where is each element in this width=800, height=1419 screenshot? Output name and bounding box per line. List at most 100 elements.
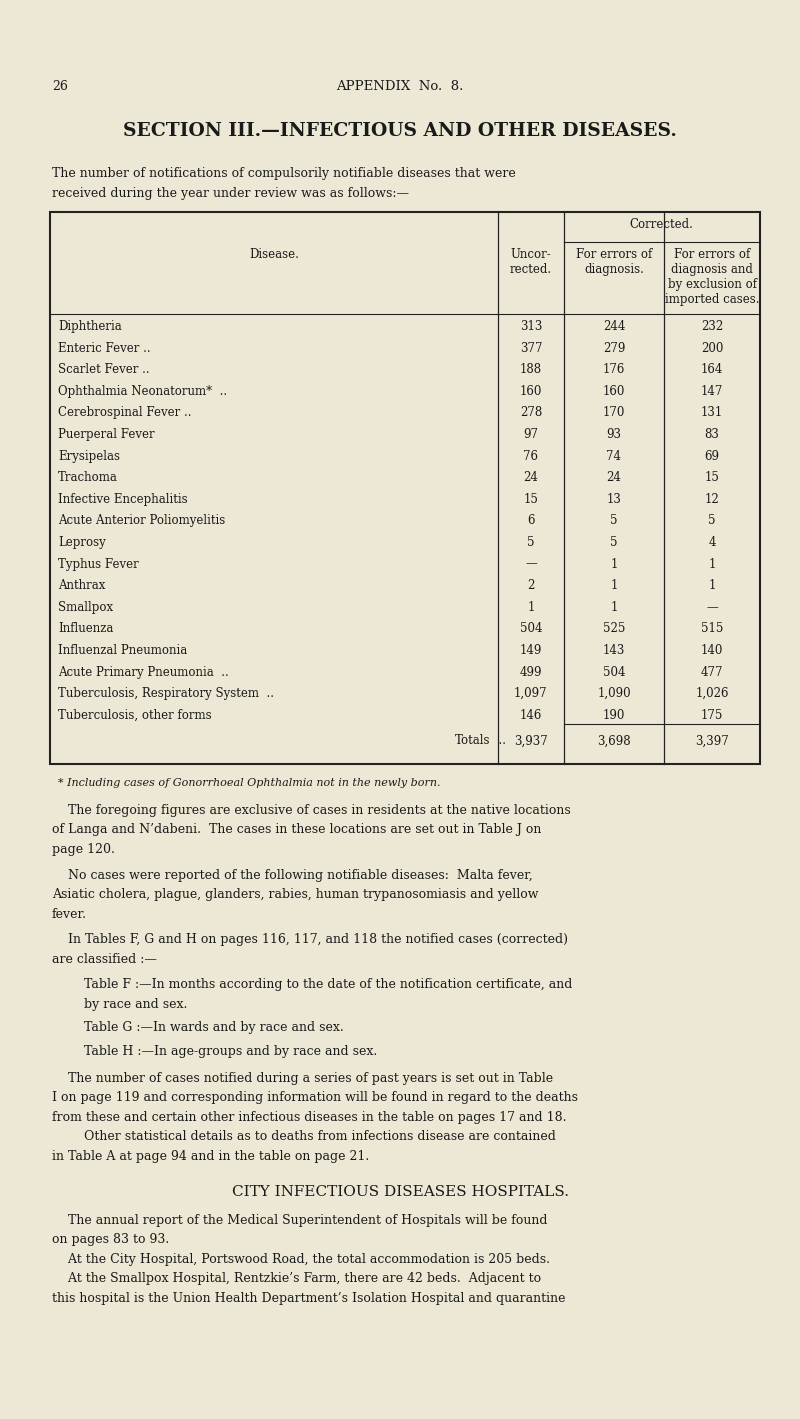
Text: Scarlet Fever ..: Scarlet Fever .. <box>58 363 150 376</box>
Text: 525: 525 <box>602 623 625 636</box>
Text: 5: 5 <box>610 536 618 549</box>
Text: 3,698: 3,698 <box>597 735 630 748</box>
Text: 170: 170 <box>602 406 625 420</box>
Text: The annual report of the Medical Superintendent of Hospitals will be found: The annual report of the Medical Superin… <box>52 1213 547 1227</box>
Text: Acute Anterior Poliomyelitis: Acute Anterior Poliomyelitis <box>58 515 226 528</box>
Text: At the Smallpox Hospital, Rentzkie’s Farm, there are 42 beds.  Adjacent to: At the Smallpox Hospital, Rentzkie’s Far… <box>52 1273 541 1286</box>
Text: The number of cases notified during a series of past years is set out in Table: The number of cases notified during a se… <box>52 1071 553 1086</box>
Text: For errors of
diagnosis.: For errors of diagnosis. <box>576 248 652 277</box>
Text: Asiatic cholera, plague, glanders, rabies, human trypanosomiasis and yellow: Asiatic cholera, plague, glanders, rabie… <box>52 888 538 901</box>
Text: 5: 5 <box>527 536 534 549</box>
Text: Leprosy: Leprosy <box>58 536 106 549</box>
Text: Other statistical details as to deaths from infections disease are contained: Other statistical details as to deaths f… <box>52 1131 556 1144</box>
Text: For errors of
diagnosis and
by exclusion of
imported cases.: For errors of diagnosis and by exclusion… <box>665 248 759 307</box>
Text: Smallpox: Smallpox <box>58 600 113 614</box>
Text: At the City Hospital, Portswood Road, the total accommodation is 205 beds.: At the City Hospital, Portswood Road, th… <box>52 1253 550 1266</box>
Text: SECTION III.—INFECTIOUS AND OTHER DISEASES.: SECTION III.—INFECTIOUS AND OTHER DISEAS… <box>123 122 677 140</box>
Text: 5: 5 <box>610 515 618 528</box>
Text: 15: 15 <box>523 492 538 505</box>
Text: 143: 143 <box>602 644 625 657</box>
Text: 3,937: 3,937 <box>514 735 548 748</box>
Text: Typhus Fever: Typhus Fever <box>58 558 138 570</box>
Text: 2: 2 <box>527 579 534 592</box>
Text: 1: 1 <box>610 579 618 592</box>
Text: The number of notifications of compulsorily notifiable diseases that were: The number of notifications of compulsor… <box>52 167 516 180</box>
Text: in Table A at page 94 and in the table on page 21.: in Table A at page 94 and in the table o… <box>52 1149 370 1164</box>
Text: 188: 188 <box>520 363 542 376</box>
Text: 175: 175 <box>701 710 723 722</box>
Text: 24: 24 <box>606 471 622 484</box>
Text: 279: 279 <box>602 342 625 355</box>
Text: 477: 477 <box>701 666 723 678</box>
Text: Tuberculosis, Respiratory System  ..: Tuberculosis, Respiratory System .. <box>58 687 274 700</box>
Text: 176: 176 <box>602 363 625 376</box>
Text: 160: 160 <box>520 385 542 397</box>
Text: from these and certain other infectious diseases in the table on pages 17 and 18: from these and certain other infectious … <box>52 1111 566 1124</box>
Text: 131: 131 <box>701 406 723 420</box>
Text: No cases were reported of the following notifiable diseases:  Malta fever,: No cases were reported of the following … <box>52 868 533 881</box>
Text: Anthrax: Anthrax <box>58 579 106 592</box>
Text: * Including cases of Gonorrhoeal Ophthalmia not in the newly born.: * Including cases of Gonorrhoeal Ophthal… <box>58 778 441 788</box>
Text: 499: 499 <box>520 666 542 678</box>
Text: Uncor-
rected.: Uncor- rected. <box>510 248 552 277</box>
Text: 244: 244 <box>602 321 625 333</box>
Text: fever.: fever. <box>52 908 87 921</box>
Text: on pages 83 to 93.: on pages 83 to 93. <box>52 1233 170 1246</box>
Text: 149: 149 <box>520 644 542 657</box>
Text: CITY INFECTIOUS DISEASES HOSPITALS.: CITY INFECTIOUS DISEASES HOSPITALS. <box>231 1185 569 1199</box>
Text: 69: 69 <box>705 450 720 463</box>
Text: received during the year under review was as follows:—: received during the year under review wa… <box>52 187 409 200</box>
Text: 164: 164 <box>701 363 723 376</box>
Text: 504: 504 <box>602 666 626 678</box>
Text: In Tables F, G and H on pages 116, 117, and 118 the notified cases (corrected): In Tables F, G and H on pages 116, 117, … <box>52 934 568 946</box>
Text: Trachoma: Trachoma <box>58 471 118 484</box>
Text: 6: 6 <box>527 515 534 528</box>
Text: 97: 97 <box>523 429 538 441</box>
Text: 160: 160 <box>602 385 625 397</box>
Text: this hospital is the Union Health Department’s Isolation Hospital and quarantine: this hospital is the Union Health Depart… <box>52 1291 566 1304</box>
Text: 4: 4 <box>709 536 716 549</box>
Text: 515: 515 <box>701 623 723 636</box>
Text: 1,026: 1,026 <box>695 687 729 700</box>
Text: Cerebrospinal Fever ..: Cerebrospinal Fever .. <box>58 406 191 420</box>
Text: Table F :—In months according to the date of the notification certificate, and: Table F :—In months according to the dat… <box>52 978 572 990</box>
Text: I on page 119 and corresponding information will be found in regard to the death: I on page 119 and corresponding informat… <box>52 1091 578 1104</box>
Text: ..: .. <box>491 735 506 748</box>
Text: 278: 278 <box>520 406 542 420</box>
Text: 200: 200 <box>701 342 723 355</box>
Text: Enteric Fever ..: Enteric Fever .. <box>58 342 150 355</box>
Text: The foregoing figures are exclusive of cases in residents at the native location: The foregoing figures are exclusive of c… <box>52 805 570 817</box>
Text: by race and sex.: by race and sex. <box>52 998 187 1010</box>
Text: 190: 190 <box>602 710 625 722</box>
Text: 1: 1 <box>709 558 716 570</box>
Text: Table G :—In wards and by race and sex.: Table G :—In wards and by race and sex. <box>52 1022 344 1034</box>
Text: Table H :—In age-groups and by race and sex.: Table H :—In age-groups and by race and … <box>52 1044 378 1057</box>
Text: 3,397: 3,397 <box>695 735 729 748</box>
Text: 24: 24 <box>523 471 538 484</box>
Text: 1: 1 <box>610 558 618 570</box>
Text: 76: 76 <box>523 450 538 463</box>
Text: Acute Primary Pneumonia  ..: Acute Primary Pneumonia .. <box>58 666 229 678</box>
Text: Infective Encephalitis: Infective Encephalitis <box>58 492 188 505</box>
Text: 232: 232 <box>701 321 723 333</box>
Text: 313: 313 <box>520 321 542 333</box>
Text: Totals: Totals <box>454 735 490 748</box>
Text: 140: 140 <box>701 644 723 657</box>
Text: —: — <box>706 600 718 614</box>
Text: 15: 15 <box>705 471 720 484</box>
Text: Diphtheria: Diphtheria <box>58 321 122 333</box>
Text: 1,097: 1,097 <box>514 687 548 700</box>
Text: 1: 1 <box>527 600 534 614</box>
Text: 83: 83 <box>705 429 720 441</box>
Text: 5: 5 <box>709 515 716 528</box>
Text: 74: 74 <box>606 450 622 463</box>
Text: Erysipelas: Erysipelas <box>58 450 120 463</box>
Bar <box>50 211 760 763</box>
Text: of Langa and N’dabeni.  The cases in these locations are set out in Table J on: of Langa and N’dabeni. The cases in thes… <box>52 823 542 836</box>
Text: Tuberculosis, other forms: Tuberculosis, other forms <box>58 710 212 722</box>
Text: Influenzal Pneumonia: Influenzal Pneumonia <box>58 644 187 657</box>
Text: Puerperal Fever: Puerperal Fever <box>58 429 154 441</box>
Text: page 120.: page 120. <box>52 843 115 856</box>
Text: 1: 1 <box>610 600 618 614</box>
Text: Corrected.: Corrected. <box>630 219 694 231</box>
